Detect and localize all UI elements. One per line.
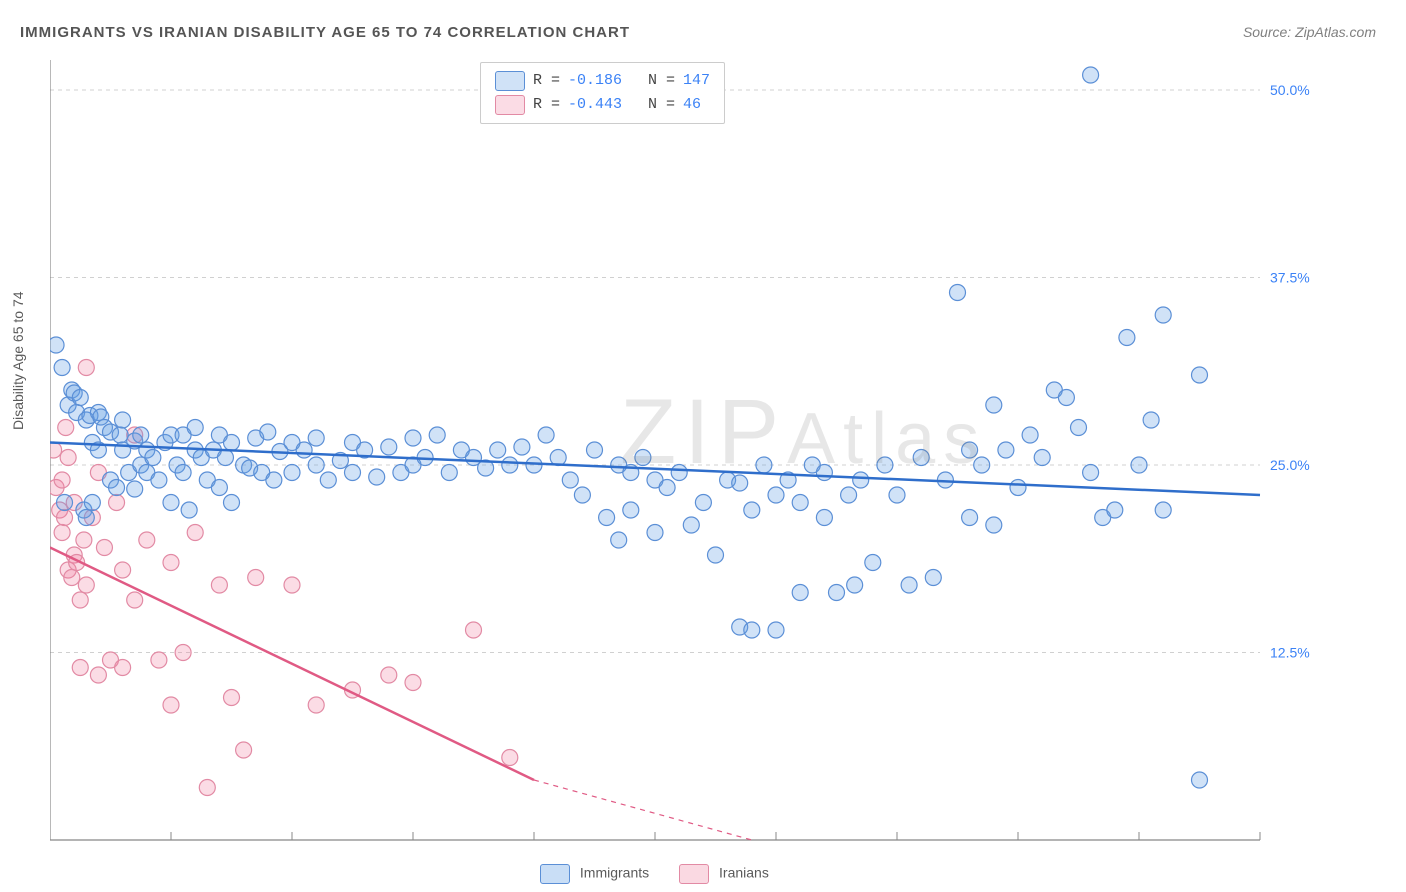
stats-row-immigrants: R = -0.186 N = 147: [495, 69, 710, 93]
scatter-svg: 12.5%25.0%37.5%50.0%0.0%100.0%: [50, 60, 1320, 850]
correlation-stats-box: R = -0.186 N = 147 R = -0.443 N = 46: [480, 62, 725, 124]
n-value-iranians: 46: [683, 93, 701, 117]
legend-item-immigrants: Immigrants: [540, 864, 649, 884]
legend-swatch-immigrants: [540, 864, 570, 884]
swatch-immigrants: [495, 71, 525, 91]
swatch-iranians: [495, 95, 525, 115]
r-value-immigrants: -0.186: [568, 69, 622, 93]
chart-title: IMMIGRANTS VS IRANIAN DISABILITY AGE 65 …: [20, 24, 630, 41]
svg-text:12.5%: 12.5%: [1270, 645, 1310, 661]
legend-item-iranians: Iranians: [679, 864, 769, 884]
svg-text:37.5%: 37.5%: [1270, 270, 1310, 286]
svg-text:50.0%: 50.0%: [1270, 82, 1310, 98]
stats-row-iranians: R = -0.443 N = 46: [495, 93, 710, 117]
legend-label-immigrants: Immigrants: [580, 865, 649, 881]
r-value-iranians: -0.443: [568, 93, 622, 117]
chart-source: Source: ZipAtlas.com: [1243, 24, 1376, 40]
bottom-legend: Immigrants Iranians: [540, 864, 769, 884]
legend-label-iranians: Iranians: [719, 865, 769, 881]
svg-text:25.0%: 25.0%: [1270, 457, 1310, 473]
n-value-immigrants: 147: [683, 69, 710, 93]
chart-area: 12.5%25.0%37.5%50.0%0.0%100.0%: [50, 60, 1320, 850]
legend-swatch-iranians: [679, 864, 709, 884]
y-axis-label: Disability Age 65 to 74: [10, 291, 26, 430]
